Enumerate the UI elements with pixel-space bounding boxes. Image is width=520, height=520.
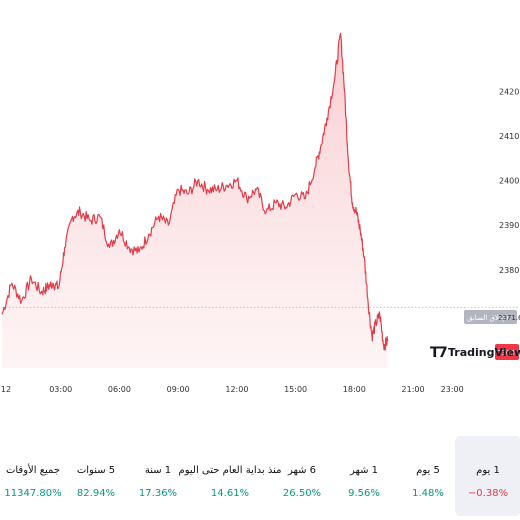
period-button[interactable]: 6 شهر 26.50% — [269, 440, 335, 510]
x-axis: 12 03:00 06:00 09:00 12:00 15:00 18:00 21:00 23:… — [1, 385, 464, 394]
x-tick-label: 21:00 — [402, 385, 425, 394]
y-tick-label: 2410 — [499, 132, 519, 141]
last-price-value: 2363.73 — [497, 349, 520, 357]
period-button[interactable]: جميع الأوقات 11347.80% — [0, 440, 66, 510]
previous-close-value: 2371.61 — [498, 314, 520, 322]
y-tick-label: 2400 — [499, 177, 519, 186]
brand-name: TradingView — [448, 346, 520, 359]
period-label: 5 يوم — [416, 465, 440, 476]
period-button[interactable]: منذ بداية العام حتى اليوم 14.61% — [170, 440, 290, 510]
period-change: 26.50% — [282, 488, 322, 499]
x-tick-label: 03:00 — [49, 385, 72, 394]
period-label: 1 يوم — [476, 465, 500, 476]
y-tick-label: 2390 — [499, 221, 519, 230]
period-change: 17.36% — [138, 488, 178, 499]
period-change: 11347.80% — [4, 488, 62, 499]
period-label: منذ بداية العام حتى اليوم — [178, 465, 282, 476]
period-change: 14.61% — [210, 488, 250, 499]
period-label: جميع الأوقات — [5, 465, 61, 476]
period-change: −0.38% — [467, 488, 509, 499]
previous-close-label: الإغلاق السابق — [467, 314, 509, 322]
period-change: 9.56% — [348, 488, 380, 499]
last-price-badge: 2363.73 — [495, 344, 520, 360]
svg-text:T: T — [430, 345, 440, 361]
period-label: 5 سنوات — [76, 465, 116, 476]
period-button[interactable]: 5 سنوات 82.94% — [63, 440, 129, 510]
x-tick-label: 15:00 — [284, 385, 307, 394]
y-tick-label: 2420 — [499, 87, 519, 96]
y-tick-label: 2380 — [499, 266, 519, 275]
plot-area — [1, 32, 520, 369]
svg-text:7: 7 — [438, 345, 448, 361]
period-button[interactable]: 1 سنة 17.36% — [125, 440, 191, 510]
y-axis: 2380 2390 2400 2410 2420 — [499, 87, 519, 274]
period-change: 1.48% — [412, 488, 444, 499]
x-tick-label: 12:00 — [225, 385, 248, 394]
previous-close-badge: الإغلاق السابق 2371.61 — [464, 310, 520, 324]
tradingview-logo: T 7 TradingView — [430, 345, 520, 361]
period-button[interactable]: 1 يوم −0.38% — [455, 436, 520, 516]
x-tick-label: 18:00 — [343, 385, 366, 394]
x-tick-label: 12 — [1, 385, 11, 394]
price-area — [2, 33, 388, 369]
period-button[interactable]: 5 يوم 1.48% — [395, 440, 461, 510]
x-tick-label: 09:00 — [167, 385, 190, 394]
period-change: 82.94% — [76, 488, 116, 499]
x-tick-label: 06:00 — [108, 385, 131, 394]
period-label: 1 شهر — [349, 465, 379, 476]
period-label: 6 شهر — [287, 465, 317, 476]
period-label: 1 سنة — [144, 465, 172, 476]
x-tick-label: 23:00 — [441, 385, 464, 394]
performance-periods: 1 يوم −0.38% 5 يوم 1.48% 1 شهر 9.56% 6 شهر 26.5… — [0, 436, 520, 516]
period-button[interactable]: 1 شهر 9.56% — [331, 440, 397, 510]
price-line — [1, 32, 389, 351]
